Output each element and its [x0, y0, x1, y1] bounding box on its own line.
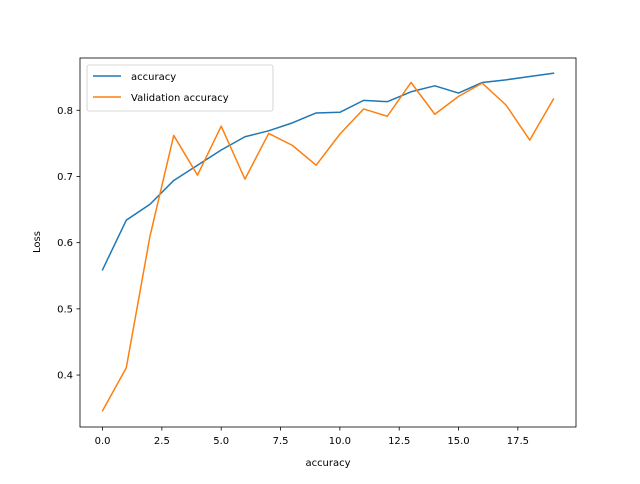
y-tick-label: 0.5	[57, 304, 73, 315]
plot-lines	[101, 72, 555, 412]
x-axis-label: accuracy	[305, 458, 350, 469]
series-line-validation-accuracy	[101, 81, 555, 412]
y-axis-label: Loss	[32, 231, 43, 253]
x-tick-label: 10.0	[329, 436, 351, 447]
x-tick-label: 15.0	[447, 436, 469, 447]
series-line-accuracy	[101, 72, 555, 271]
legend-label-validation-accuracy: Validation accuracy	[131, 93, 229, 104]
y-tick-label: 0.4	[57, 371, 73, 382]
x-axis: 0.0 2.5 5.0 7.5 10.0 12.5 15.0 17.5	[95, 427, 529, 447]
y-axis: 0.4 0.5 0.6 0.7 0.8	[57, 106, 80, 382]
y-tick-label: 0.8	[57, 106, 73, 117]
y-tick-label: 0.6	[57, 238, 73, 249]
y-tick-label: 0.7	[57, 172, 73, 183]
x-tick-label: 7.5	[273, 436, 289, 447]
x-tick-label: 2.5	[154, 436, 170, 447]
legend: accuracy Validation accuracy	[86, 64, 274, 112]
x-tick-label: 0.0	[95, 436, 111, 447]
legend-box	[86, 64, 274, 112]
x-tick-label: 5.0	[213, 436, 229, 447]
legend-label-accuracy: accuracy	[131, 72, 176, 83]
x-tick-label: 12.5	[388, 436, 410, 447]
x-tick-label: 17.5	[507, 436, 529, 447]
